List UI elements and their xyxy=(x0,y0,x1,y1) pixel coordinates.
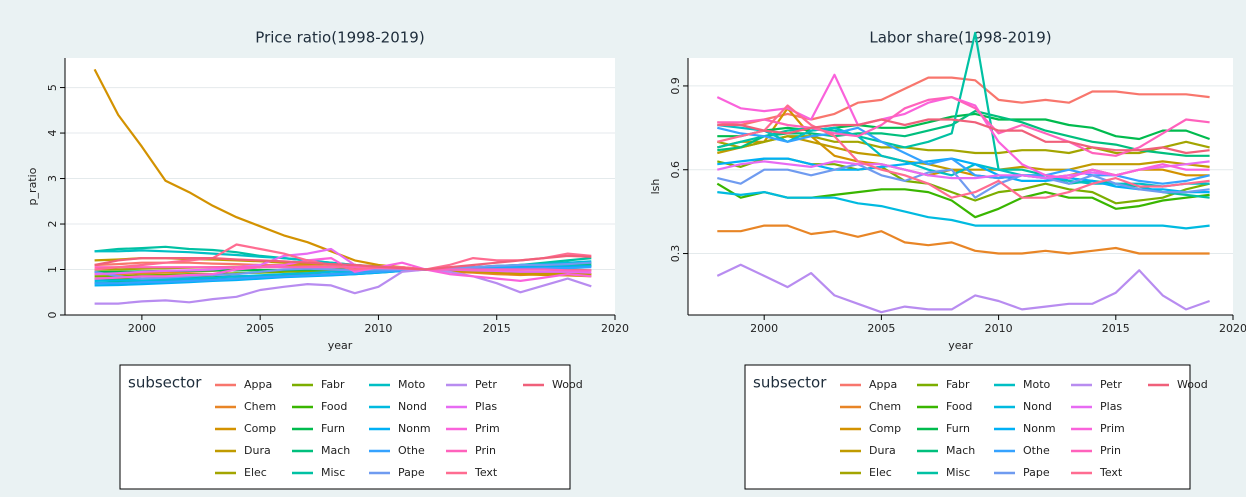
legend: subsector Appa Chem Comp Dura Elec Fabr Food Fur… xyxy=(744,364,1208,490)
series-line xyxy=(94,261,592,280)
legend-label: Food xyxy=(321,400,347,413)
legend-label: Food xyxy=(946,400,972,413)
legend-label: Wood xyxy=(552,378,583,391)
series-line xyxy=(94,247,592,276)
x-axis-title: year xyxy=(328,339,353,352)
series-line xyxy=(717,104,1210,199)
legend-label: Text xyxy=(1099,466,1123,479)
y-tick-label: 0.6 xyxy=(669,161,682,179)
y-tick-label: 5 xyxy=(46,84,59,91)
legend-label: Nond xyxy=(398,400,427,413)
y-tick-label: 0.3 xyxy=(669,245,682,262)
legend-box xyxy=(119,364,571,490)
legend-label: Chem xyxy=(244,400,276,413)
legend-label: Chem xyxy=(869,400,901,413)
legend-label: Pape xyxy=(1023,466,1050,479)
series-line xyxy=(717,31,1210,199)
legend-label: Wood xyxy=(1177,378,1208,391)
x-axis-title: year xyxy=(948,339,973,352)
chart-title: Price ratio(1998-2019) xyxy=(255,29,424,47)
legend-label: Dura xyxy=(244,444,271,457)
y-tick-label: 3 xyxy=(46,175,59,182)
legend-label: Prin xyxy=(1100,444,1121,457)
legend-label: Mach xyxy=(321,444,350,457)
legend-label: Pape xyxy=(398,466,425,479)
x-tick-label: 2020 xyxy=(601,322,629,335)
x-tick-label: 2000 xyxy=(750,322,778,335)
series-line xyxy=(716,263,1210,314)
legend-label: Plas xyxy=(1100,400,1122,413)
legend-label: Elec xyxy=(869,466,892,479)
legend-label: Fabr xyxy=(321,378,345,391)
x-tick-label: 2010 xyxy=(364,322,392,335)
legend-box xyxy=(744,364,1191,490)
y-tick-label: 4 xyxy=(46,130,59,137)
legend-label: Nond xyxy=(1023,400,1052,413)
series-line xyxy=(94,254,592,271)
x-tick-label: 2020 xyxy=(1219,322,1246,335)
legend-label: Moto xyxy=(1023,378,1051,391)
legend-label: Comp xyxy=(869,422,901,435)
series-line xyxy=(717,157,1210,194)
x-tick-label: 2005 xyxy=(867,322,895,335)
y-axis-title: p_ratio xyxy=(26,167,39,205)
legend-label: Prim xyxy=(475,422,500,435)
series-line xyxy=(717,118,1210,155)
x-tick-label: 2010 xyxy=(985,322,1013,335)
series-line xyxy=(94,268,592,305)
x-tick-label: 2015 xyxy=(483,322,511,335)
legend-label: Furn xyxy=(321,422,345,435)
legend-title: subsector xyxy=(753,374,827,392)
series-line xyxy=(717,123,1210,188)
legend-label: Plas xyxy=(475,400,497,413)
series-line xyxy=(717,224,1210,255)
x-tick-label: 2015 xyxy=(1102,322,1130,335)
legend-label: Mach xyxy=(946,444,975,457)
legend-label: Appa xyxy=(869,378,897,391)
legend-label: Prin xyxy=(475,444,496,457)
legend-label: Misc xyxy=(321,466,345,479)
chart-panel: Price ratio(1998-2019) 0 1 2 3 4 5 2000 2005 2010… xyxy=(26,29,629,490)
y-tick-label: 0.9 xyxy=(669,77,682,95)
legend-label: Fabr xyxy=(946,378,970,391)
legend-label: Appa xyxy=(244,378,272,391)
legend-label: Text xyxy=(474,466,498,479)
series-line xyxy=(717,126,1210,185)
legend: subsector Appa Chem Comp Dura Elec Fabr Food Fur… xyxy=(119,364,583,490)
y-tick-label: 0 xyxy=(46,312,59,319)
legend-label: Dura xyxy=(869,444,896,457)
legend-label: Elec xyxy=(244,466,267,479)
series-line xyxy=(94,243,592,271)
series-line xyxy=(717,96,1210,157)
legend-label: Othe xyxy=(398,444,425,457)
chart-panel: Labor share(1998-2019) 0.3 0.6 0.9 2000 2005 2… xyxy=(649,29,1246,490)
series-line xyxy=(717,163,1210,199)
legend-label: Nonm xyxy=(1023,422,1056,435)
legend-label: Petr xyxy=(475,378,497,391)
x-tick-label: 2000 xyxy=(128,322,156,335)
y-axis-title: lsh xyxy=(649,179,662,195)
legend-title: subsector xyxy=(128,374,202,392)
legend-label: Prim xyxy=(1100,422,1125,435)
y-tick-label: 1 xyxy=(46,266,59,273)
series-line xyxy=(717,110,1210,157)
series-line xyxy=(717,191,1210,230)
legend-label: Moto xyxy=(398,378,426,391)
legend-label: Othe xyxy=(1023,444,1050,457)
legend-label: Nonm xyxy=(398,422,431,435)
legend-label: Petr xyxy=(1100,378,1122,391)
legend-label: Furn xyxy=(946,422,970,435)
y-tick-label: 2 xyxy=(46,221,59,228)
legend-label: Misc xyxy=(946,466,970,479)
x-tick-label: 2005 xyxy=(246,322,274,335)
chart-title: Labor share(1998-2019) xyxy=(869,29,1051,47)
legend-label: Comp xyxy=(244,422,276,435)
